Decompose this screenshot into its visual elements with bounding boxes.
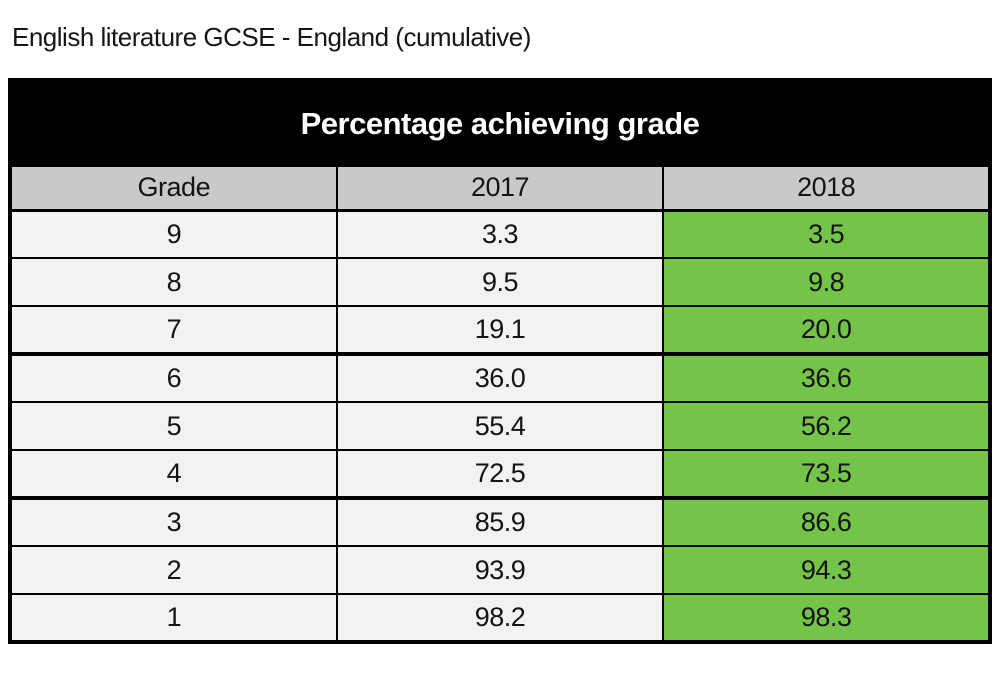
table-row: 1 98.2 98.3	[9, 593, 991, 643]
value-2018-cell: 36.6	[662, 353, 991, 403]
table-row: 9 3.3 3.5	[9, 209, 991, 259]
column-header-2017: 2017	[335, 165, 665, 212]
table-row: 3 85.9 86.6	[9, 497, 991, 547]
value-2018-cell: 98.3	[662, 593, 991, 643]
value-2018-cell: 73.5	[662, 449, 991, 500]
value-2018-cell: 86.6	[662, 497, 991, 547]
column-header-grade: Grade	[9, 165, 338, 212]
value-2018-cell: 20.0	[662, 305, 991, 356]
table-row: 6 36.0 36.6	[9, 353, 991, 403]
grade-cell: 1	[9, 593, 338, 643]
grade-cell: 6	[9, 353, 338, 403]
table-row: 4 72.5 73.5	[9, 449, 991, 500]
table-caption: Percentage achieving grade	[9, 79, 991, 167]
grade-cell: 7	[9, 305, 338, 356]
grade-cell: 5	[9, 401, 338, 451]
value-2018-cell: 9.8	[662, 257, 991, 307]
header-row: Grade 2017 2018	[9, 165, 991, 212]
grade-cell: 2	[9, 545, 338, 595]
table-row: 7 19.1 20.0	[9, 305, 991, 356]
value-2018-cell: 3.5	[662, 209, 991, 259]
value-2017-cell: 72.5	[335, 449, 665, 500]
grade-cell: 8	[9, 257, 338, 307]
table-row: 5 55.4 56.2	[9, 401, 991, 451]
value-2018-cell: 56.2	[662, 401, 991, 451]
value-2017-cell: 36.0	[335, 353, 665, 403]
value-2017-cell: 98.2	[335, 593, 665, 643]
table-row: 8 9.5 9.8	[9, 257, 991, 307]
value-2017-cell: 93.9	[335, 545, 665, 595]
column-header-2018: 2018	[662, 165, 991, 212]
grade-cell: 9	[9, 209, 338, 259]
value-2018-cell: 94.3	[662, 545, 991, 595]
page-title: English literature GCSE - England (cumul…	[12, 22, 531, 52]
value-2017-cell: 3.3	[335, 209, 665, 259]
value-2017-cell: 55.4	[335, 401, 665, 451]
table-row: 2 93.9 94.3	[9, 545, 991, 595]
grade-cell: 4	[9, 449, 338, 500]
value-2017-cell: 85.9	[335, 497, 665, 547]
banner-row: Percentage achieving grade	[9, 79, 991, 167]
value-2017-cell: 19.1	[335, 305, 665, 356]
percentage-table: Percentage achieving grade Grade 2017 20…	[8, 78, 992, 644]
value-2017-cell: 9.5	[335, 257, 665, 307]
grade-cell: 3	[9, 497, 338, 547]
